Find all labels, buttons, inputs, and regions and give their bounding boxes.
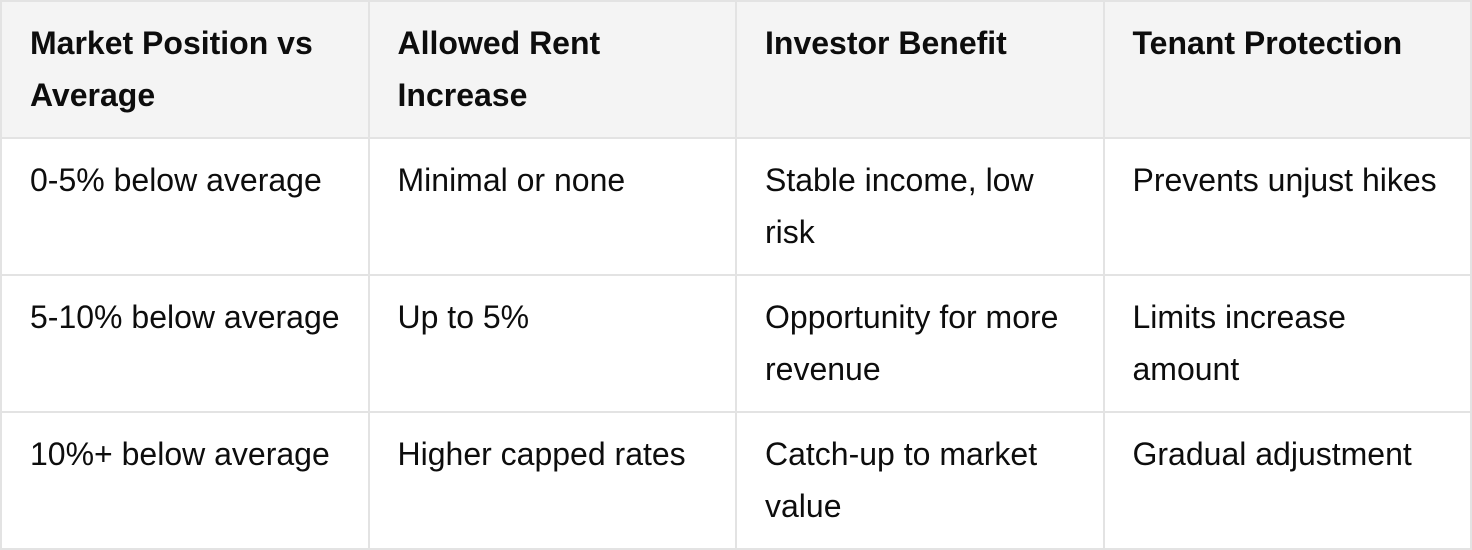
- table-cell-market-position: 10%+ below average: [0, 411, 370, 550]
- table-cell-investor-benefit: Opportunity for more revenue: [735, 274, 1105, 413]
- table-row: 5-10% below average Up to 5% Opportunity…: [0, 274, 1472, 413]
- column-header-investor-benefit: Investor Benefit: [735, 0, 1105, 139]
- table-cell-allowed-increase: Minimal or none: [367, 137, 737, 276]
- column-header-allowed-rent-increase: Allowed Rent Increase: [367, 0, 737, 139]
- table-cell-tenant-protection: Limits increase amount: [1102, 274, 1472, 413]
- table-row: 10%+ below average Higher capped rates C…: [0, 411, 1472, 550]
- table-header-row: Market Position vs Average Allowed Rent …: [0, 0, 1472, 139]
- table-cell-market-position: 0-5% below average: [0, 137, 370, 276]
- table-row: 0-5% below average Minimal or none Stabl…: [0, 137, 1472, 276]
- table-cell-tenant-protection: Prevents unjust hikes: [1102, 137, 1472, 276]
- column-header-market-position: Market Position vs Average: [0, 0, 370, 139]
- table-cell-market-position: 5-10% below average: [0, 274, 370, 413]
- column-header-tenant-protection: Tenant Protection: [1102, 0, 1472, 139]
- table-cell-allowed-increase: Higher capped rates: [367, 411, 737, 550]
- table-cell-allowed-increase: Up to 5%: [367, 274, 737, 413]
- table-cell-investor-benefit: Stable income, low risk: [735, 137, 1105, 276]
- table-cell-investor-benefit: Catch-up to market value: [735, 411, 1105, 550]
- table-cell-tenant-protection: Gradual adjustment: [1102, 411, 1472, 550]
